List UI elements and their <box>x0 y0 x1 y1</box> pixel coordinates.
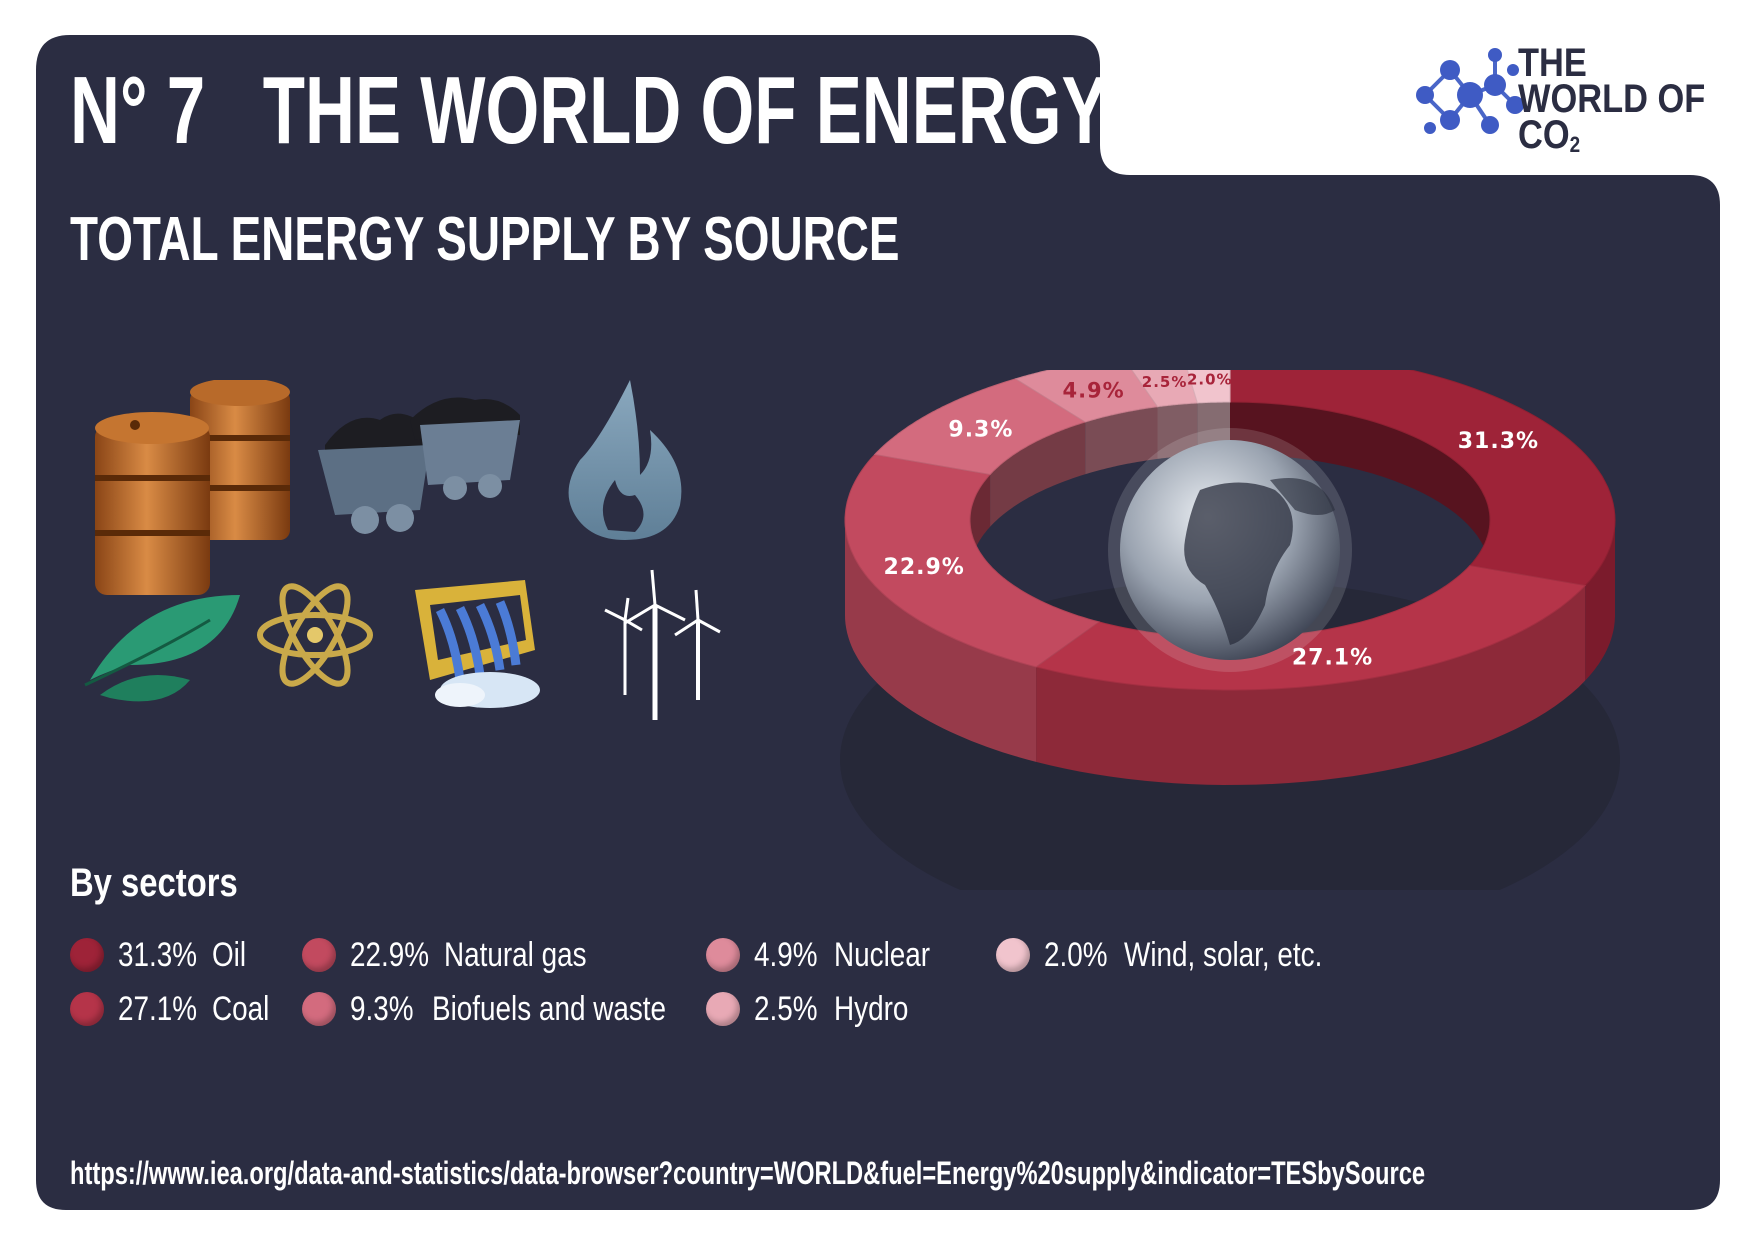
legend-title: By sectors <box>70 861 238 905</box>
logo-line-3: CO2 <box>1518 115 1705 163</box>
title-text: THE WORLD OF ENERGY <box>262 57 1108 164</box>
logo-text: THE WORLD OF CO2 <box>1518 41 1706 163</box>
legend-item-oil: 31.3% Oil <box>70 933 254 977</box>
legend-pct: 2.5% <box>754 989 818 1028</box>
globe-icon <box>1108 428 1352 672</box>
main-title: N° 7 THE WORLD OF ENERGY <box>70 56 1108 166</box>
subtitle: TOTAL ENERGY SUPPLY BY SOURCE <box>70 205 900 274</box>
oil-barrels-icon <box>95 380 290 595</box>
legend-item-coal: 27.1% Coal <box>70 987 282 1031</box>
legend-item-wind-solar: 2.0% Wind, solar, etc. <box>996 933 1366 977</box>
donut-side-natural-gas <box>845 520 1037 762</box>
legend-pct: 4.9% <box>754 935 818 974</box>
legend-dot <box>70 992 104 1026</box>
donut-label-nuclear: 4.9% <box>1062 379 1124 403</box>
logo-co: CO <box>1518 113 1570 157</box>
legend-dot <box>70 938 104 972</box>
donut-side-oil <box>1585 520 1615 681</box>
legend-dot <box>302 992 336 1026</box>
donut-inner-wall-oil-0 <box>1230 402 1490 573</box>
legend-label: Coal <box>212 989 270 1028</box>
wind-turbines-icon <box>604 569 721 720</box>
legend-pct: 2.0% <box>1044 935 1108 974</box>
leaves-icon <box>84 595 240 702</box>
legend-dot <box>706 992 740 1026</box>
legend-dot <box>706 938 740 972</box>
atom-icon <box>257 583 373 687</box>
legend-item-nuclear: 4.9% Nuclear <box>706 933 951 977</box>
energy-icons <box>84 380 721 720</box>
legend-dot <box>302 938 336 972</box>
legend-label: Nuclear <box>834 935 931 974</box>
donut-label-wind-solar-etc: 2.0% <box>1187 370 1233 388</box>
legend-label: Oil <box>212 935 247 974</box>
issue-number: N° 7 <box>70 57 206 164</box>
donut-top <box>844 370 1616 691</box>
legend-item-hydro: 2.5% Hydro <box>706 987 925 1031</box>
legend-pct: 9.3% <box>350 989 414 1028</box>
donut-inner-wall-nuclear-1 <box>1085 406 1158 475</box>
donut-label-oil: 31.3% <box>1458 429 1539 454</box>
credit-text: Infographic by: www.the-world-of-co2.org <box>1726 813 1748 1150</box>
legend-label: Hydro <box>834 989 909 1028</box>
energy-donut-chart: 31.3% 27.1% 22.9% 9.3% 4.9% 2.5% 2.0% <box>840 370 1620 890</box>
legend-pct: 27.1% <box>118 989 198 1028</box>
legend-label: Wind, solar, etc. <box>1124 935 1323 974</box>
legend-label: Natural gas <box>444 935 587 974</box>
legend-item-natural-gas: 22.9% Natural gas <box>302 933 618 977</box>
legend-pct: 31.3% <box>118 935 198 974</box>
gas-flame-icon <box>568 380 682 540</box>
donut-sides <box>845 520 1615 785</box>
source-url[interactable]: https://www.iea.org/data-and-statistics/… <box>70 1155 1426 1191</box>
logo-line-2: WORLD OF <box>1518 77 1706 121</box>
donut-labels: 31.3% 27.1% 22.9% 9.3% 4.9% 2.5% 2.0% <box>884 370 1539 671</box>
donut-label-hydro: 2.5% <box>1142 373 1188 391</box>
logo-line-1: THE <box>1518 41 1587 85</box>
coal-wagons-icon <box>318 397 520 534</box>
legend-dot <box>996 938 1030 972</box>
donut-inner-wall-hydro-1 <box>1157 402 1198 459</box>
legend-pct: 22.9% <box>350 935 430 974</box>
legend-item-biofuels: 9.3% Biofuels and waste <box>302 987 717 1031</box>
donut-inner-wall-biofuels-and-waste-1 <box>990 422 1086 527</box>
donut-label-biofuels-and-waste: 9.3% <box>948 418 1013 443</box>
donut-label-natural-gas: 22.9% <box>884 555 965 580</box>
donut-label-coal: 27.1% <box>1292 646 1373 671</box>
legend-label: Biofuels and waste <box>432 989 667 1028</box>
logo-sub: 2 <box>1569 132 1581 157</box>
donut-slice-wind-solar-etc <box>1186 370 1231 404</box>
molecule-logo-icon <box>1416 48 1524 134</box>
donut-side-coal <box>1036 585 1586 785</box>
hydro-dam-icon <box>415 580 540 708</box>
